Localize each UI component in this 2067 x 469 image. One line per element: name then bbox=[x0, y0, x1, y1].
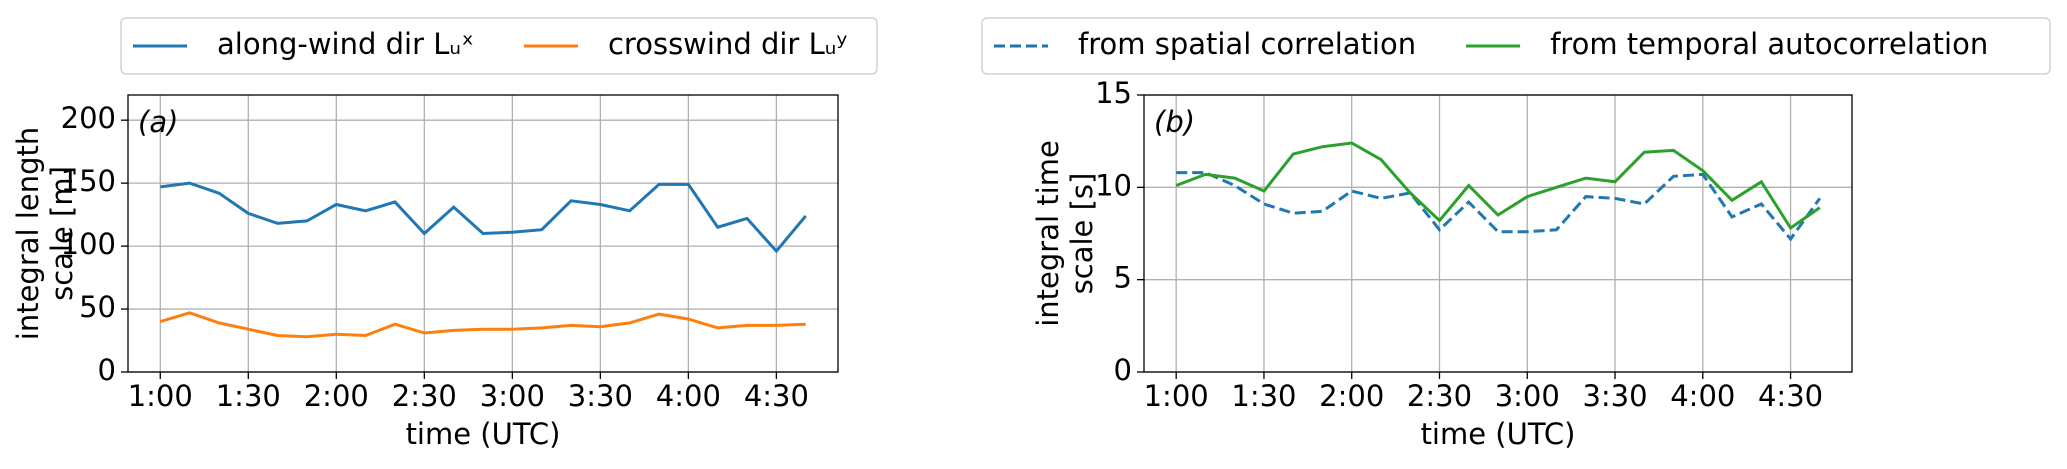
y-axis-label-line: integral time bbox=[1031, 140, 1065, 327]
x-tick-label: 3:00 bbox=[1495, 379, 1560, 413]
y-tick-label: 5 bbox=[1114, 261, 1132, 295]
y-axis-label-line: integral length bbox=[11, 127, 45, 340]
x-tick-label: 4:30 bbox=[1758, 379, 1823, 413]
series-line bbox=[159, 311, 806, 339]
y-axis-label: integral timescale [s] bbox=[1031, 140, 1099, 327]
panel-label: (a) bbox=[138, 105, 178, 139]
x-tick-label: 4:30 bbox=[744, 379, 809, 413]
x-tick-label: 1:00 bbox=[1144, 379, 1209, 413]
x-axis-label: time (UTC) bbox=[1421, 417, 1576, 451]
x-tick-label: 4:00 bbox=[656, 379, 721, 413]
legend-label: crosswind dir Lᵤʸ bbox=[608, 27, 847, 61]
y-axis-label-line: scale [s] bbox=[1065, 173, 1099, 295]
y-axis-label: integral lengthscale [m] bbox=[11, 127, 79, 340]
plot-frame bbox=[1143, 94, 1853, 373]
x-tick-label: 2:00 bbox=[304, 379, 369, 413]
x-tick-label: 1:30 bbox=[216, 379, 281, 413]
x-tick-label: 2:30 bbox=[392, 379, 457, 413]
y-tick-label: 100 bbox=[61, 227, 116, 261]
y-tick-label: 0 bbox=[1114, 353, 1132, 387]
x-tick-label: 2:30 bbox=[1407, 379, 1472, 413]
y-tick-label: 200 bbox=[61, 101, 116, 135]
y-tick-label: 0 bbox=[98, 353, 116, 387]
legend-label: from spatial correlation bbox=[1078, 27, 1416, 61]
x-tick-label: 3:30 bbox=[568, 379, 633, 413]
y-tick-label: 15 bbox=[1095, 76, 1132, 110]
plot-frame bbox=[127, 94, 839, 373]
y-axis-label-line: scale [m] bbox=[45, 166, 79, 301]
x-tick-label: 3:30 bbox=[1582, 379, 1647, 413]
x-tick-label: 1:30 bbox=[1231, 379, 1296, 413]
series-line bbox=[1176, 171, 1822, 242]
y-tick-label: 150 bbox=[61, 164, 116, 198]
y-tick-label: 50 bbox=[79, 290, 116, 324]
legend-label: from temporal autocorrelation bbox=[1550, 27, 1988, 61]
x-tick-label: 4:00 bbox=[1670, 379, 1735, 413]
legend-box bbox=[120, 17, 878, 75]
series-line bbox=[1175, 141, 1821, 231]
x-tick-label: 2:00 bbox=[1319, 379, 1384, 413]
legend-label: along-wind dir Lᵤˣ bbox=[217, 27, 474, 61]
x-tick-label: 3:00 bbox=[480, 379, 545, 413]
x-axis-label: time (UTC) bbox=[406, 417, 561, 451]
y-tick-label: 10 bbox=[1095, 168, 1132, 202]
x-tick-label: 1:00 bbox=[128, 379, 193, 413]
series-line bbox=[160, 181, 807, 254]
panel-label: (b) bbox=[1154, 105, 1195, 139]
